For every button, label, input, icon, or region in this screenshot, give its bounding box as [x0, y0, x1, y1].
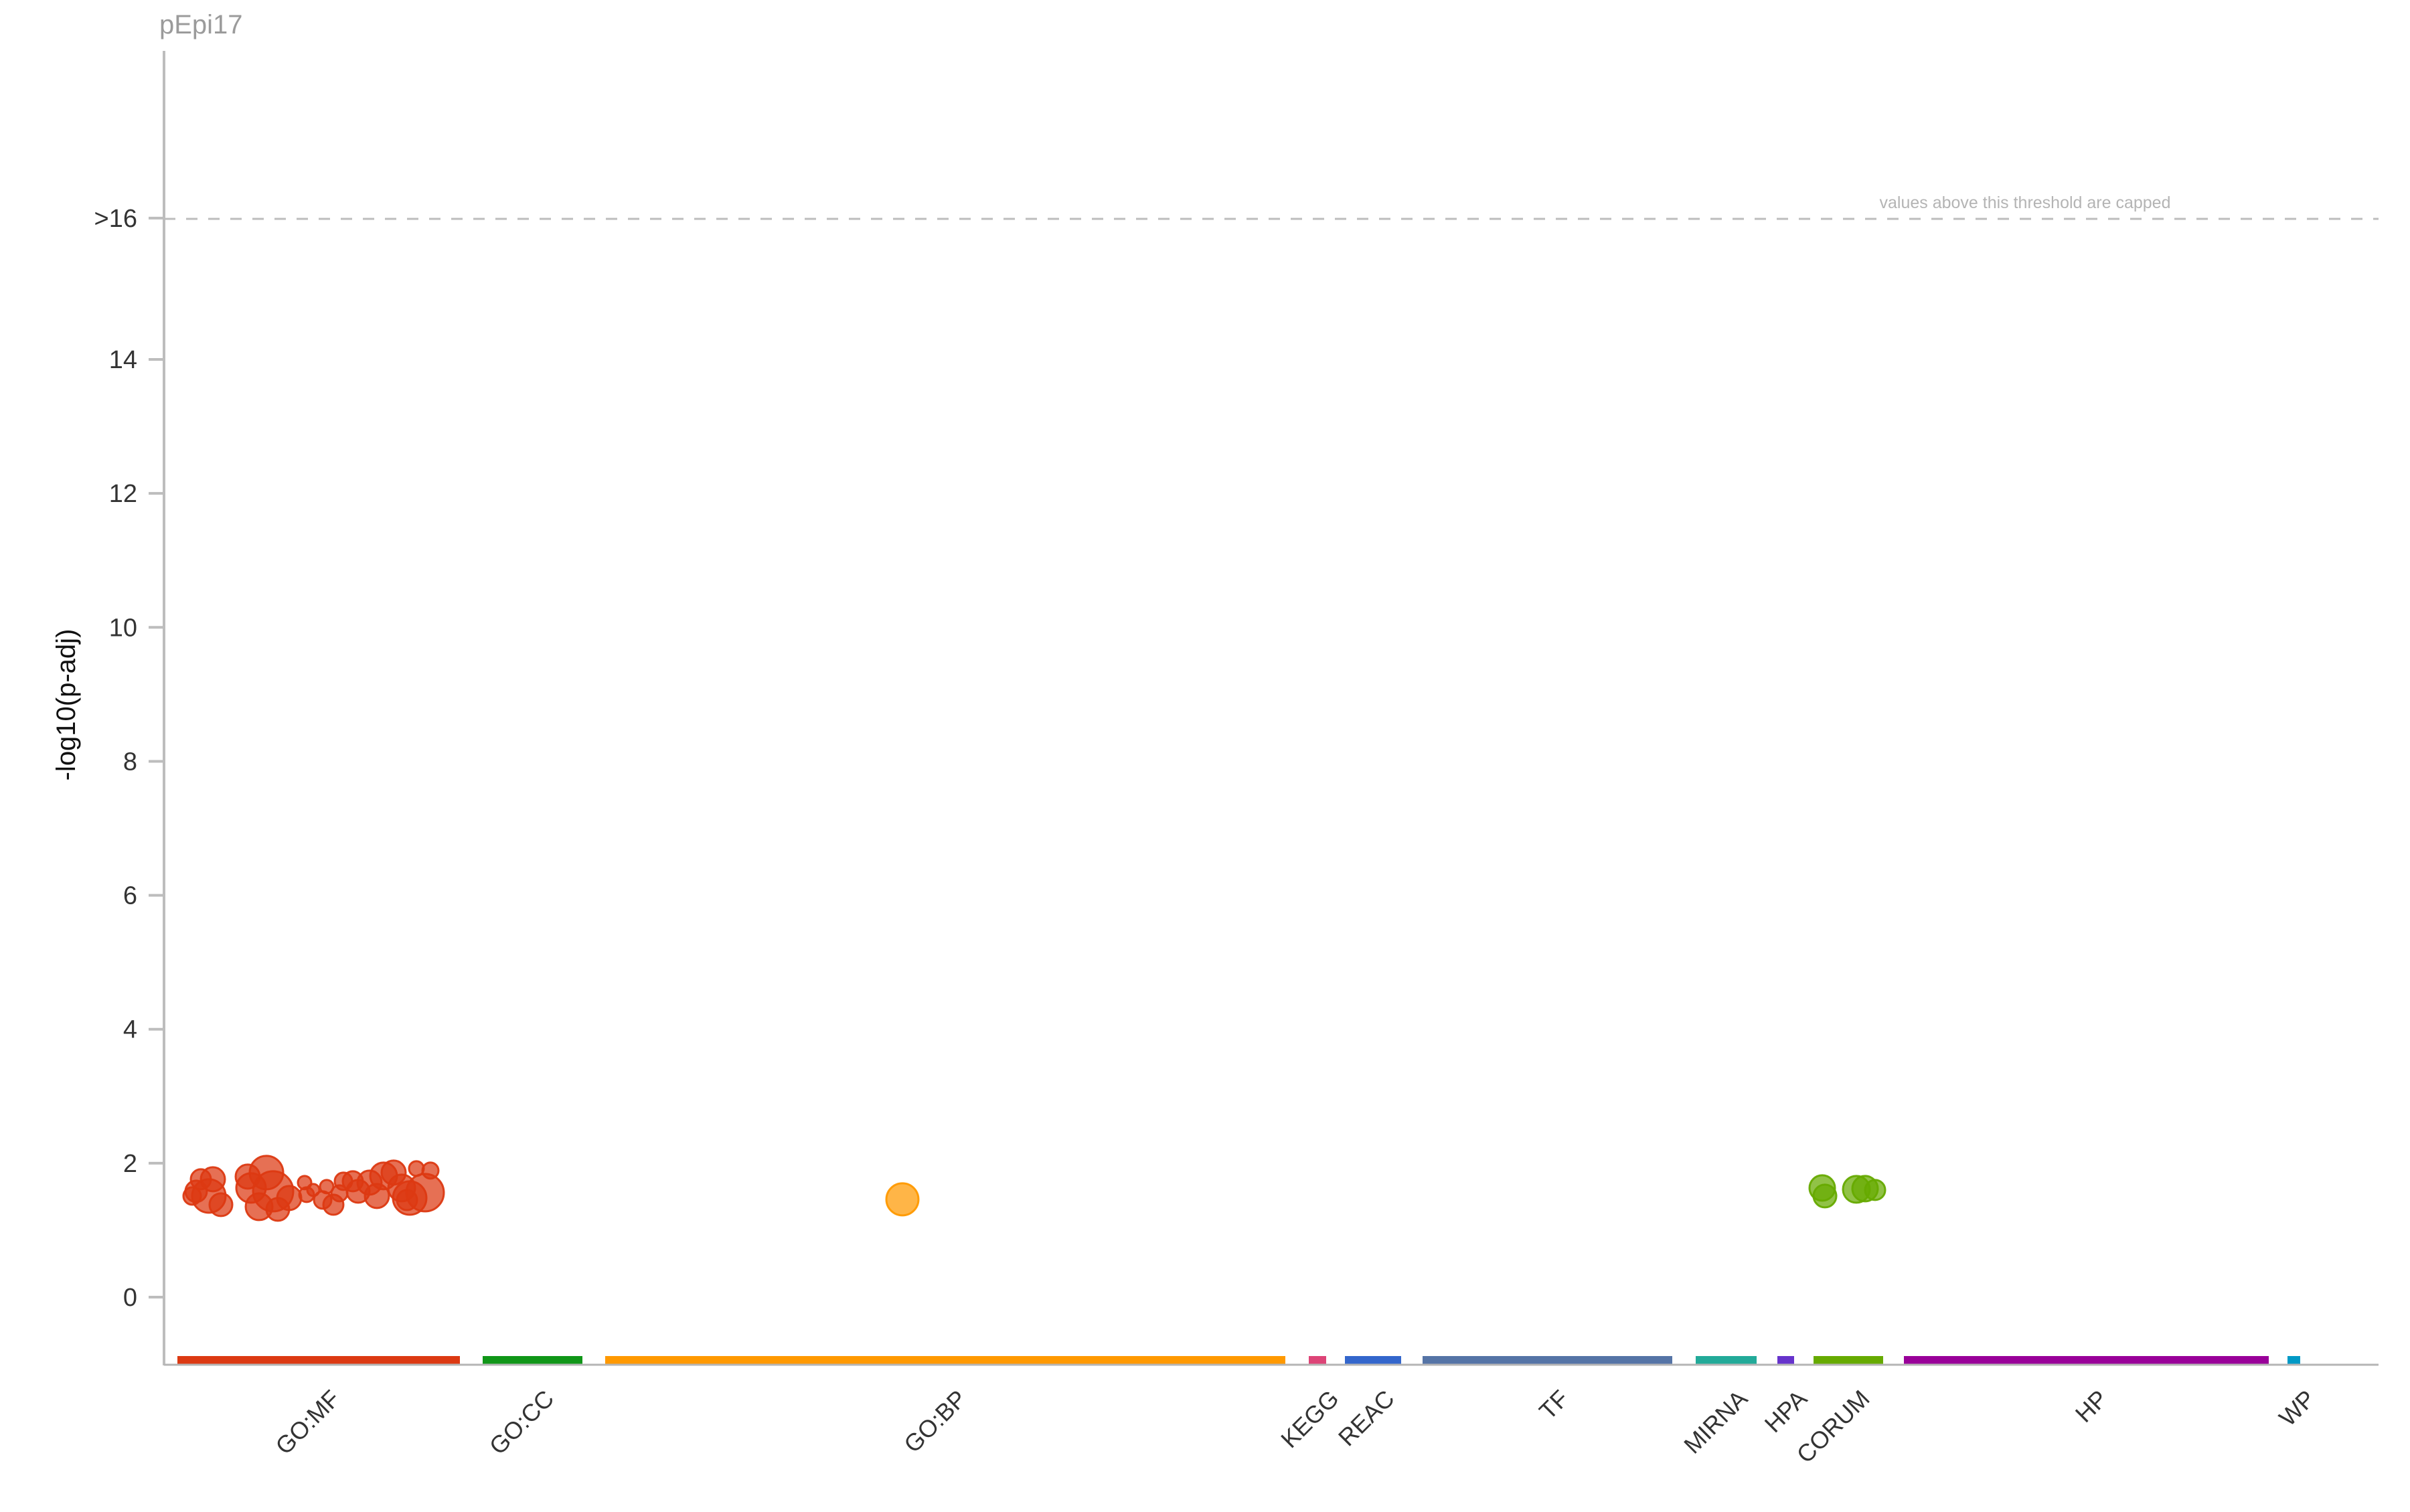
source-bar-MIRNA — [1696, 1356, 1757, 1365]
y-tick-label-2: 2 — [123, 1150, 137, 1178]
plot-title: pEpi17 — [159, 10, 243, 39]
source-color-bars — [177, 1356, 2300, 1365]
term-point-GO:BP[interactable] — [885, 1182, 920, 1217]
x-category-label-MIRNA: MIRNA — [1678, 1385, 1753, 1459]
x-category-label-GO:BP: GO:BP — [898, 1385, 972, 1458]
cap-threshold-note: values above this threshold are capped — [1879, 193, 2170, 212]
y-tick-label-4: 4 — [123, 1016, 137, 1044]
x-category-label-HP: HP — [2070, 1385, 2113, 1428]
source-bar-GO:BP — [605, 1356, 1285, 1365]
enrichment-points — [182, 1155, 1886, 1222]
term-point-GO:MF[interactable] — [182, 1186, 202, 1206]
y-tick-label-10: 10 — [109, 614, 137, 642]
term-point-CORUM[interactable] — [1864, 1179, 1886, 1201]
y-axis-title: -log10(p-adj) — [52, 629, 81, 781]
source-bar-CORUM — [1814, 1356, 1883, 1365]
source-bar-HPA — [1777, 1356, 1794, 1365]
x-category-label-GO:CC: GO:CC — [484, 1385, 559, 1460]
source-bar-WP — [2287, 1356, 2300, 1365]
source-bar-REAC — [1345, 1356, 1401, 1365]
y-tick-label-0: 0 — [123, 1284, 137, 1312]
y-tick-label->16: >16 — [94, 205, 137, 233]
x-category-label-TF: TF — [1534, 1385, 1574, 1425]
term-point-GO:MF[interactable] — [421, 1161, 440, 1180]
y-tick-label-6: 6 — [123, 882, 137, 910]
x-category-label-HPA: HPA — [1759, 1385, 1812, 1438]
source-bar-KEGG — [1309, 1356, 1326, 1365]
x-category-label-WP: WP — [2273, 1385, 2320, 1432]
source-bar-GO:MF — [177, 1356, 460, 1365]
y-tick-label-8: 8 — [123, 748, 137, 776]
x-category-label-GO:MF: GO:MF — [270, 1385, 345, 1460]
term-point-GO:MF[interactable] — [265, 1197, 291, 1222]
source-bar-TF — [1423, 1356, 1672, 1365]
source-bar-GO:CC — [483, 1356, 582, 1365]
source-bar-HP — [1904, 1356, 2269, 1365]
y-tick-label-14: 14 — [109, 346, 137, 374]
y-tick-label-12: 12 — [109, 480, 137, 508]
x-category-label-KEGG: KEGG — [1275, 1385, 1344, 1454]
term-point-GO:MF[interactable] — [405, 1173, 445, 1213]
term-point-CORUM[interactable] — [1812, 1183, 1838, 1209]
term-point-GO:MF[interactable] — [208, 1192, 234, 1217]
x-category-label-REAC: REAC — [1333, 1385, 1400, 1452]
term-point-GO:MF[interactable] — [408, 1160, 425, 1177]
y-axis-ticks: 0 2 4 6 8 10 12 14 >16 — [94, 205, 164, 1312]
